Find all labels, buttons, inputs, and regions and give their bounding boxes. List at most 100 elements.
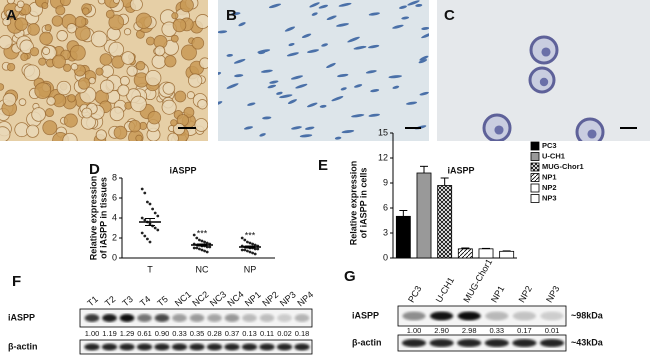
cell (172, 18, 187, 33)
quantification: 0.02 (277, 329, 292, 338)
cell (42, 120, 58, 136)
cell (70, 63, 79, 71)
quantification: 0.33 (489, 326, 504, 335)
cell (14, 17, 28, 31)
nucleus (368, 113, 380, 117)
cell (191, 36, 205, 50)
cell (5, 9, 13, 17)
data-point (203, 249, 207, 253)
data-point (240, 236, 244, 240)
panel-label: F (12, 273, 21, 290)
cell (16, 0, 25, 9)
cell (135, 134, 143, 141)
cell (179, 0, 194, 13)
row-label: iASPP (352, 310, 379, 320)
nucleus (494, 125, 504, 135)
panel-label: E (318, 157, 328, 174)
micrograph-a (0, 0, 208, 141)
nucleus (539, 77, 549, 87)
nucleus (218, 30, 228, 34)
quantification: 0.33 (172, 329, 187, 338)
nucleus (418, 59, 428, 64)
nucleus (243, 126, 254, 130)
cell (23, 64, 41, 81)
data-point (146, 200, 149, 204)
bar (437, 185, 453, 259)
nucleus (331, 96, 344, 102)
band (84, 343, 100, 351)
cell (51, 15, 63, 27)
cell (81, 107, 93, 119)
nucleus (291, 126, 302, 130)
data-point (248, 241, 252, 245)
legend-label: PC3 (542, 141, 557, 150)
lane-label: NC4 (225, 289, 245, 308)
data-point (246, 240, 249, 244)
cell (31, 107, 46, 122)
data-point (205, 250, 209, 254)
data-point (140, 231, 144, 235)
cell (67, 94, 76, 103)
cell (81, 7, 90, 16)
cell (112, 0, 120, 4)
nucleus (276, 91, 283, 95)
nucleus (392, 24, 404, 29)
band (84, 314, 100, 322)
cell (99, 53, 113, 66)
nucleus (309, 2, 320, 8)
nucleus (541, 47, 551, 57)
cell (174, 90, 187, 103)
nucleus (259, 133, 266, 137)
quantification: 0.01 (545, 326, 560, 335)
data-point (243, 248, 247, 252)
legend-swatch (530, 141, 540, 151)
band (259, 343, 275, 351)
data-point (203, 240, 207, 244)
quantification: 2.90 (434, 326, 449, 335)
nucleus (334, 136, 342, 140)
cell (2, 92, 17, 107)
error-bar (197, 243, 207, 247)
cell (90, 30, 108, 48)
band (294, 343, 310, 351)
cell (145, 36, 155, 46)
size-marker: ~43kDa (571, 337, 604, 347)
y-tick-label: 2 (112, 232, 117, 242)
cell (171, 12, 179, 20)
cell (52, 54, 66, 69)
band (224, 314, 240, 322)
legend-swatch (530, 183, 540, 193)
nucleus (311, 12, 318, 16)
band (172, 314, 187, 322)
nucleus (388, 75, 402, 79)
data-point (200, 248, 204, 252)
chart-title: iASPP (447, 165, 474, 175)
nucleus (284, 26, 296, 32)
y-tick-label: 3 (383, 227, 388, 237)
cell (26, 124, 40, 138)
panel-label: G (344, 268, 356, 285)
lane-label: NP3 (278, 289, 298, 308)
band (207, 314, 222, 322)
size-marker: ~98kDa (571, 310, 604, 320)
band (224, 343, 240, 351)
nucleus (326, 15, 337, 21)
band (189, 343, 205, 351)
band (540, 311, 564, 321)
quantification: 1.29 (120, 329, 135, 338)
band (294, 314, 310, 322)
lane-label: T2 (103, 294, 117, 308)
row-label: β-actin (352, 337, 382, 347)
cell (105, 9, 115, 19)
cell (39, 31, 53, 46)
cell (0, 126, 11, 141)
y-tick-label: 6 (383, 202, 388, 212)
band (136, 343, 153, 351)
lane-label: U-CH1 (434, 275, 456, 304)
data-point (143, 234, 147, 238)
bar (478, 248, 494, 259)
band (512, 311, 536, 321)
error-bar (145, 218, 155, 226)
band (485, 311, 509, 321)
